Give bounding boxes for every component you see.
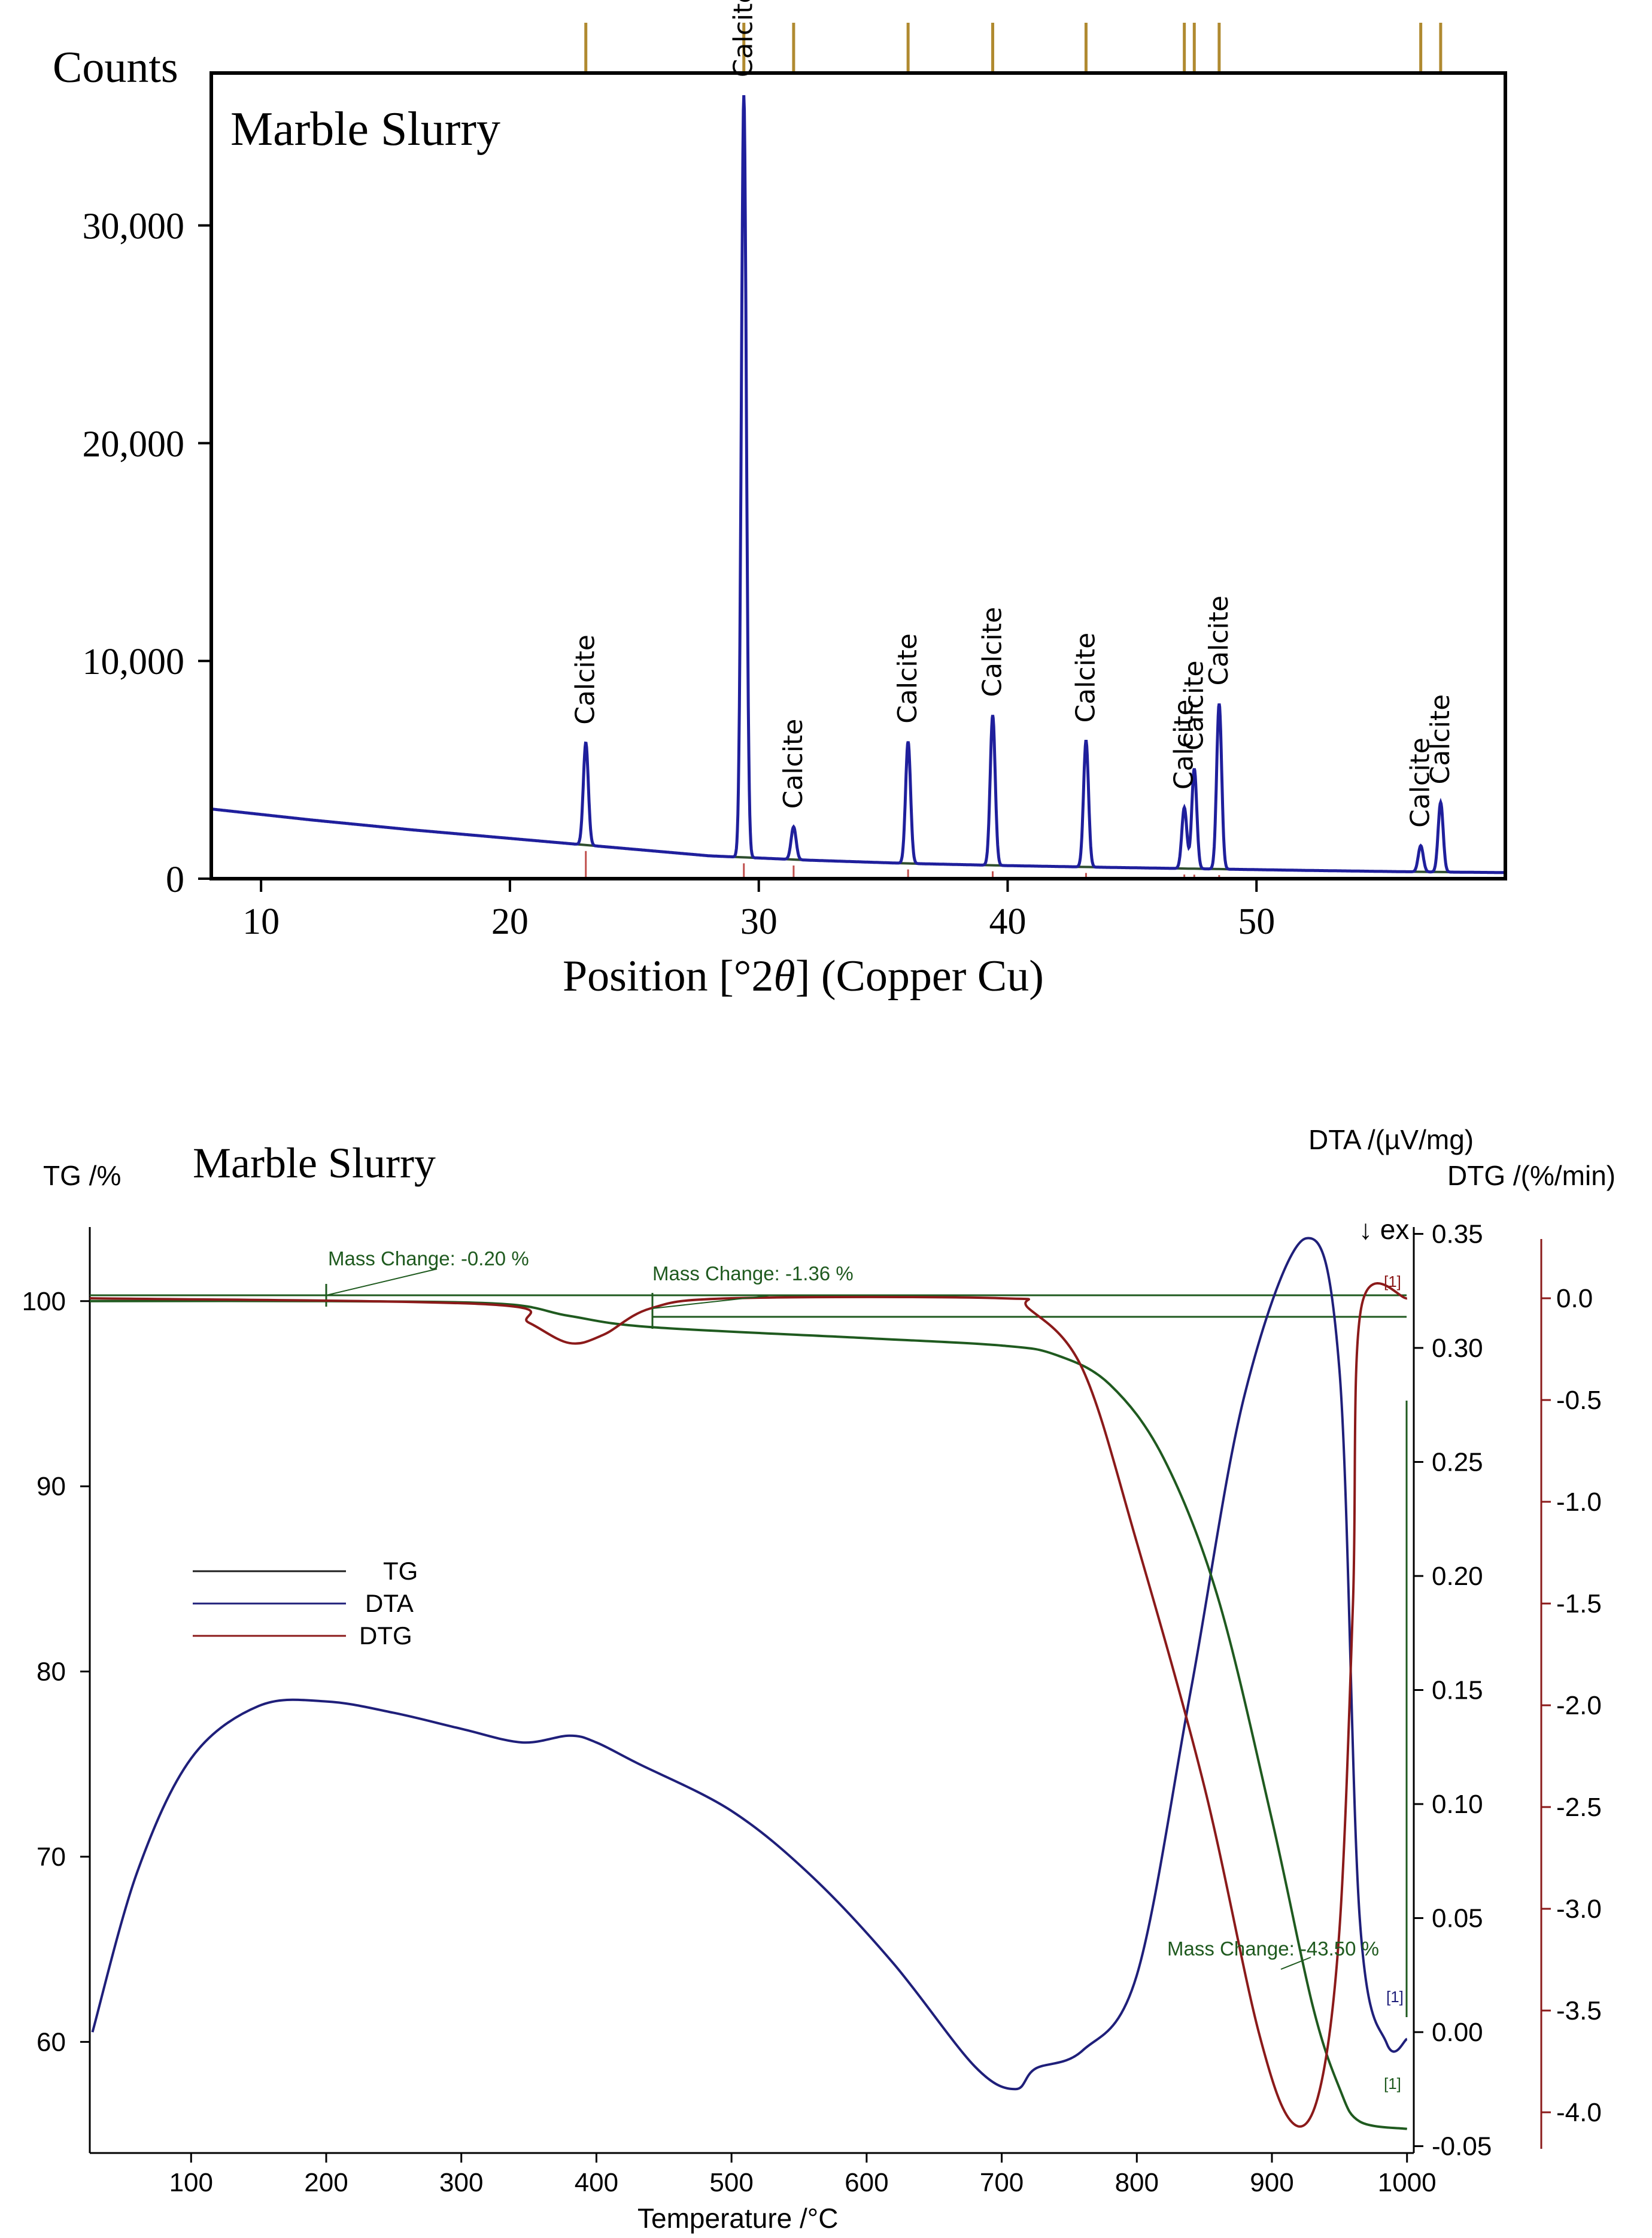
ta-legend-tg: TG: [383, 1557, 418, 1585]
xrd-peak-label: Calcite: [728, 0, 759, 77]
ta-xtick-label: 200: [304, 2168, 348, 2197]
xrd-xtick-label: 50: [1238, 901, 1275, 942]
ta-dtg-tick-label: -4.0: [1556, 2098, 1602, 2127]
ta-dtg-tick-label: -2.0: [1556, 1691, 1602, 1720]
xrd-peak-label: Calcite: [1204, 596, 1234, 686]
ta-dtg-series: [89, 1282, 1408, 2128]
ta-dtg-tick-label: -2.5: [1556, 1793, 1602, 1822]
ta-dtg-tick-label: -3.0: [1556, 1894, 1602, 1924]
xrd-title: Marble Slurry: [230, 103, 500, 156]
ta-tg-tick-label: 70: [37, 1842, 66, 1872]
ta-dta-series: [91, 1237, 1408, 2091]
ta-dta-curve-tag: [1]: [1386, 1988, 1404, 2006]
ta-xtick-label: 1000: [1378, 2168, 1437, 2197]
ta-xtick-label: 900: [1250, 2168, 1293, 2197]
ta-dta-tick-label: -0.05: [1432, 2132, 1492, 2161]
ta-legend: TG DTA DTG: [193, 1557, 418, 1650]
xrd-xtick-label: 10: [242, 901, 280, 942]
ta-xtick-label: 100: [169, 2168, 213, 2197]
xrd-peak-label: Calcite: [1405, 737, 1436, 828]
ta-xtick-label: 600: [845, 2168, 888, 2197]
ta-dtg-tick-label: 0.0: [1556, 1284, 1593, 1313]
ta-annotations: Mass Change: -0.20 % Mass Change: -1.36 …: [326, 1247, 1404, 2093]
ta-mass-change-2: Mass Change: -1.36 %: [652, 1262, 854, 1285]
ta-axes: [89, 1227, 1542, 2154]
ta-legend-dtg: DTG: [359, 1621, 412, 1650]
xrd-peak-label: Calcite: [977, 607, 1008, 697]
xrd-peak-label: Calcite: [892, 633, 923, 724]
ta-xtick-label: 300: [439, 2168, 483, 2197]
ta-dtg-tick-label: -3.5: [1556, 1996, 1602, 2026]
ta-x-axis-label: Temperature /°C: [637, 2203, 838, 2234]
ta-dtg-tick-label: -1.5: [1556, 1589, 1602, 1618]
xrd-peak-label: Calcite: [1425, 694, 1456, 785]
xrd-chart: Counts 0 10,000 20,000 30,000 10 20 30 40 50 Ca…: [53, 0, 1507, 1001]
xrd-peak-label: Calcite: [1070, 633, 1101, 723]
xrd-diffraction-series: [211, 95, 1505, 874]
xrd-x-axis-label: Position [°2θ] (Copper Cu): [563, 952, 1044, 1001]
ta-xtick-label: 400: [575, 2168, 618, 2197]
ta-exo-direction-label: ↓ ex: [1359, 1214, 1409, 1245]
ta-title: Marble Slurry: [193, 1139, 436, 1187]
xrd-xtick-label: 20: [491, 901, 529, 942]
xrd-xtick-label: 40: [989, 901, 1026, 942]
xrd-peak-label: Calcite: [570, 634, 601, 725]
xrd-ytick-label: 0: [166, 860, 184, 900]
ta-tg-tick-label: 100: [22, 1287, 66, 1316]
ta-dta-axis-label: DTA /(µV/mg): [1308, 1124, 1474, 1155]
ta-xtick-label: 700: [980, 2168, 1024, 2197]
ta-dtg-curve-tag: [1]: [1384, 1273, 1401, 1290]
xrd-peak-label: Calcite: [778, 719, 809, 809]
xrd-ytick-label: 30,000: [83, 207, 185, 247]
ta-dta-tick-label: 0.00: [1432, 2018, 1483, 2047]
xrd-plot-frame: [209, 71, 1507, 880]
ta-dtg-axis-label: DTG /(%/min): [1447, 1160, 1615, 1191]
xrd-xtick-label: 30: [740, 901, 778, 942]
ta-dta-tick-label: 0.15: [1432, 1676, 1483, 1705]
xrd-ytick-label: 10,000: [83, 642, 185, 682]
ta-dtg-tick-label: -1.0: [1556, 1487, 1602, 1517]
xrd-peak-label: Calcite: [1179, 660, 1209, 751]
xrd-ytick-label: 20,000: [83, 424, 185, 464]
ta-tg-curve-tag: [1]: [1384, 2075, 1401, 2093]
ta-chart: Marble Slurry TG /% DTA /(µV/mg) DTG /(%…: [22, 1124, 1616, 2234]
ta-dta-tick-label: 0.25: [1432, 1447, 1483, 1477]
ta-tg-tick-label: 80: [37, 1657, 66, 1687]
ta-tg-series: [89, 1299, 1408, 2130]
xrd-counts-label: Counts: [53, 43, 178, 92]
ta-tg-axis-label: TG /%: [43, 1160, 121, 1191]
ta-mass-change-3: Mass Change: -43.50 %: [1167, 1938, 1379, 1960]
ta-dta-tick-label: 0.20: [1432, 1562, 1483, 1591]
ta-legend-dta: DTA: [365, 1589, 414, 1617]
ta-dtg-tick-label: -0.5: [1556, 1386, 1602, 1415]
ta-tg-tick-label: 60: [37, 2027, 66, 2057]
ta-mass-change-1: Mass Change: -0.20 %: [328, 1247, 529, 1270]
ta-xtick-label: 800: [1115, 2168, 1159, 2197]
ta-xtick-label: 500: [709, 2168, 753, 2197]
ta-tg-tick-label: 90: [37, 1472, 66, 1501]
ta-dta-tick-label: 0.35: [1432, 1219, 1483, 1249]
ta-dta-tick-label: 0.05: [1432, 1904, 1483, 1933]
xrd-peak-label: Calcite: [1169, 700, 1199, 790]
ta-dta-tick-label: 0.10: [1432, 1790, 1483, 1819]
ta-dta-tick-label: 0.30: [1432, 1334, 1483, 1363]
